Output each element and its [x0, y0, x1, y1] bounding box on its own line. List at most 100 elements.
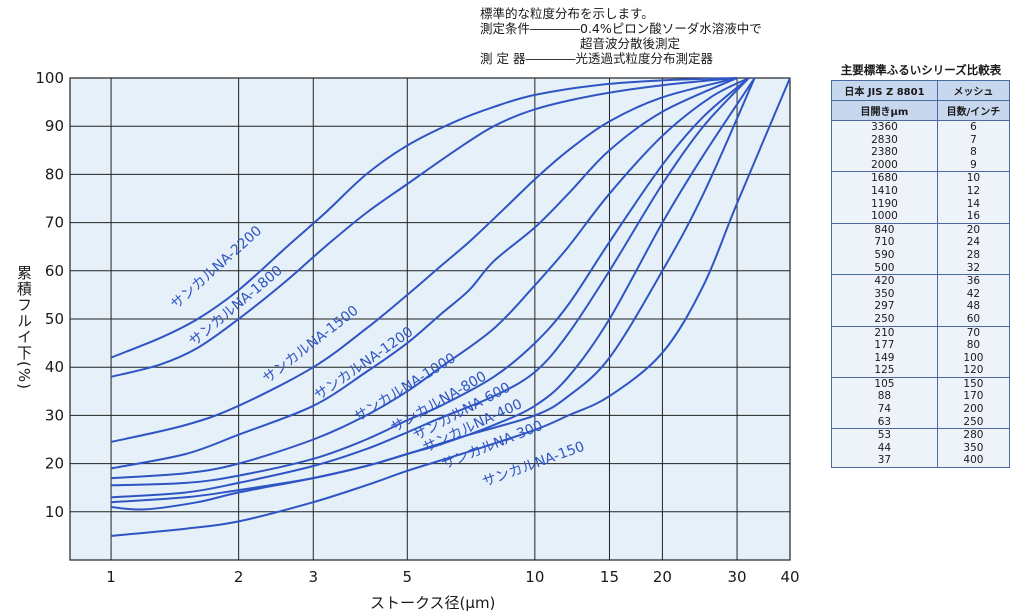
sieve-opening-cell: 149 — [874, 351, 895, 364]
sieve-subheader-opening: 目開きμm — [832, 100, 938, 121]
sieve-mesh-cell: 36 — [936, 274, 1009, 288]
x-tick-label: 10 — [525, 568, 544, 586]
sieve-row: 2380 8 — [832, 146, 1009, 159]
measurement-notes: 標準的な粒度分布を示します。 測定条件――――0.4%ピロン酸ソーダ水溶液中で … — [480, 6, 762, 66]
plot-border — [69, 77, 791, 561]
y-tick-label: 40 — [45, 358, 64, 376]
sieve-opening-cell: 840 — [874, 223, 895, 236]
sieve-row: 210 70 — [832, 326, 1009, 340]
note-line-3: 超音波分散後測定 — [480, 36, 681, 51]
sieve-opening-cell: 420 — [874, 275, 895, 288]
sieve-mesh-cell: 60 — [936, 312, 1009, 327]
x-tick-label: 15 — [600, 568, 619, 586]
sieve-row: 74 200 — [832, 403, 1009, 416]
sieve-opening-cell: 177 — [874, 339, 895, 352]
sieve-row: 177 80 — [832, 339, 1009, 352]
sieve-header-jis: 日本 JIS Z 8801 — [832, 81, 938, 101]
x-tick-label: 3 — [308, 568, 318, 586]
sieve-opening-cell: 500 — [832, 261, 938, 276]
x-tick-label: 20 — [653, 568, 672, 586]
series-line — [110, 77, 738, 443]
y-tick-label: 90 — [45, 117, 64, 135]
y-tick-label: 80 — [45, 165, 64, 183]
sieve-row: 350 42 — [832, 287, 1009, 301]
sieve-row: 88 170 — [832, 390, 1009, 404]
x-tick-label: 30 — [728, 568, 747, 586]
sieve-header-mesh: メッシュ — [936, 81, 1009, 101]
sieve-opening-cell: 74 — [877, 403, 892, 416]
sieve-row: 1410 12 — [832, 184, 1009, 198]
sieve-row: 44 350 — [832, 441, 1009, 455]
sieve-mesh-cell: 400 — [936, 454, 1009, 468]
particle-size-chart: 1 2 3 5 10 15 20 30 40102030405060708090100サンカルN… — [35, 69, 799, 586]
sieve-opening-cell: 125 — [832, 364, 938, 378]
sieve-opening-cell: 1410 — [871, 184, 898, 197]
series-line — [111, 77, 750, 499]
sieve-opening-cell: 2830 — [871, 133, 898, 146]
sieve-mesh-cell: 16 — [936, 210, 1009, 224]
sieve-mesh-cell: 100 — [936, 351, 1009, 365]
sieve-opening-cell: 297 — [874, 300, 895, 313]
sieve-row: 63 250 — [832, 415, 1009, 430]
series-line — [111, 77, 756, 511]
series-line — [110, 77, 738, 470]
sieve-row: 710 24 — [832, 236, 1009, 249]
sieve-comparison-table: 日本 JIS Z 8801 メッシュ 目開きμm 目数/インチ 3360 6 283… — [831, 80, 1010, 469]
sieve-subheader-count: 目数/インチ — [936, 100, 1009, 121]
y-tick-label: 100 — [35, 69, 64, 87]
sieve-mesh-cell: 250 — [936, 415, 1009, 430]
note-line-4: 測 定 器――――光透過式粒度分布測定器 — [480, 51, 713, 66]
sieve-mesh-cell: 48 — [936, 300, 1009, 313]
sieve-row: 37 400 — [832, 454, 1009, 468]
note-line-2: 測定条件――――0.4%ピロン酸ソーダ水溶液中で — [480, 21, 762, 36]
sieve-row: 2000 9 — [832, 158, 1009, 173]
sieve-mesh-cell: 200 — [936, 403, 1009, 416]
sieve-row: 3360 6 — [832, 120, 1009, 134]
sieve-mesh-cell: 20 — [936, 223, 1009, 237]
y-tick-label: 60 — [45, 262, 64, 280]
sieve-mesh-cell: 10 — [936, 171, 1009, 185]
sieve-mesh-cell: 32 — [936, 261, 1009, 276]
sieve-mesh-cell: 80 — [936, 339, 1009, 352]
sieve-row: 105 150 — [832, 377, 1009, 391]
sieve-row: 149 100 — [832, 351, 1009, 365]
series-line — [111, 77, 750, 480]
sieve-mesh-cell: 170 — [936, 390, 1009, 404]
series-line — [111, 77, 750, 487]
x-axis-label: ストークス径(μm) — [370, 594, 496, 612]
sieve-mesh-cell: 120 — [936, 364, 1009, 378]
series-line — [111, 77, 756, 504]
sieve-row: 125 120 — [832, 364, 1009, 378]
sieve-mesh-cell: 28 — [936, 248, 1009, 262]
sieve-table-title: 主要標準ふるいシリーズ比較表 — [840, 63, 1002, 77]
sieve-mesh-cell: 150 — [936, 377, 1009, 391]
sieve-opening-cell: 350 — [874, 287, 895, 300]
y-tick-label: 50 — [45, 310, 64, 328]
y-tick-label: 30 — [45, 406, 64, 424]
x-tick-label: 40 — [780, 568, 799, 586]
sieve-opening-cell: 590 — [874, 248, 895, 261]
sieve-opening-cell: 44 — [877, 441, 892, 454]
sieve-row: 1190 14 — [832, 197, 1009, 211]
sieve-mesh-cell: 12 — [936, 184, 1009, 198]
sieve-mesh-cell: 8 — [936, 146, 1009, 159]
sieve-opening-cell: 1190 — [871, 197, 898, 210]
sieve-mesh-cell: 14 — [936, 197, 1009, 211]
sieve-mesh-cell: 70 — [936, 326, 1009, 340]
sieve-mesh-cell: 6 — [936, 120, 1009, 134]
note-line-1: 標準的な粒度分布を示します。 — [480, 6, 654, 21]
sieve-opening-cell: 210 — [874, 326, 895, 339]
x-tick-label: 2 — [234, 568, 244, 586]
sieve-opening-cell: 250 — [832, 312, 938, 327]
sieve-mesh-cell: 9 — [936, 158, 1009, 173]
x-tick-label: 1 — [106, 568, 116, 586]
sieve-row: 590 28 — [832, 248, 1009, 262]
sieve-opening-cell: 3360 — [871, 121, 898, 133]
y-tick-label: 20 — [45, 455, 64, 473]
sieve-opening-cell: 1000 — [832, 210, 938, 224]
y-tick-label: 10 — [45, 503, 64, 521]
sieve-opening-cell: 2380 — [871, 146, 898, 159]
series-line — [110, 77, 738, 359]
sieve-row: 53 280 — [832, 428, 1009, 442]
sieve-opening-cell: 2000 — [832, 158, 938, 173]
